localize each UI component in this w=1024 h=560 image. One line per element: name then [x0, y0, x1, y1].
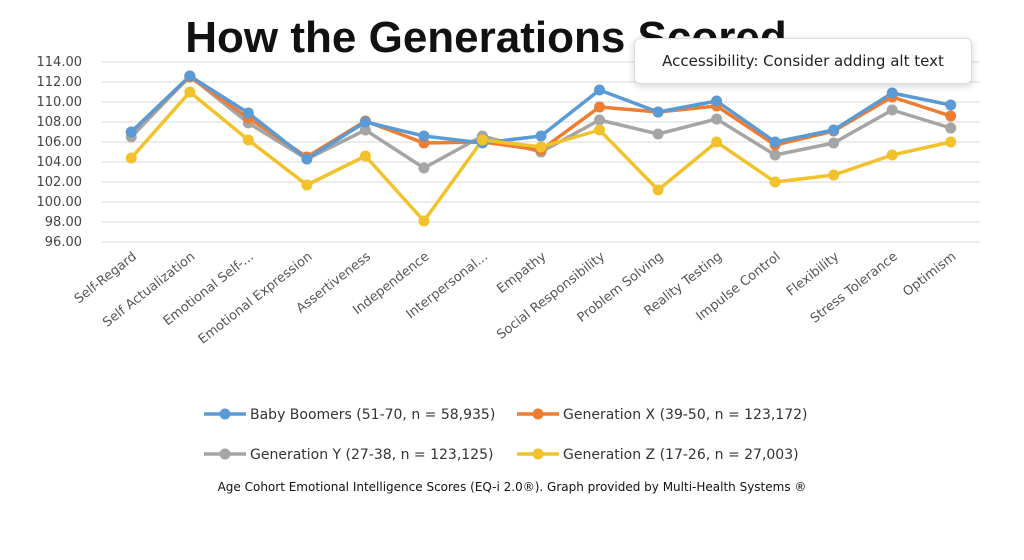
data-point	[535, 130, 547, 142]
data-point	[711, 95, 723, 107]
legend-swatch-marker	[219, 448, 231, 460]
y-tick-label: 110.00	[37, 95, 83, 110]
y-tick-label: 112.00	[37, 75, 83, 90]
data-point	[301, 153, 313, 165]
data-point	[652, 128, 664, 140]
y-tick-label: 104.00	[37, 155, 83, 170]
data-point	[769, 149, 781, 161]
legend-label: Baby Boomers (51-70, n = 58,935)	[250, 407, 495, 423]
x-tick-label: Flexibility	[784, 249, 842, 299]
data-point	[828, 137, 840, 149]
y-tick-label: 98.00	[45, 215, 82, 230]
x-tick-label: Optimism	[900, 249, 959, 300]
legend-label: Generation X (39-50, n = 123,172)	[563, 407, 808, 423]
legend-swatch-marker	[532, 408, 544, 420]
data-point	[886, 104, 898, 116]
data-point	[594, 101, 606, 113]
data-point	[945, 99, 957, 111]
y-tick-label: 102.00	[37, 175, 83, 190]
data-point	[769, 136, 781, 148]
x-tick-label: Social Responsibility	[494, 249, 608, 343]
data-point	[886, 149, 898, 161]
data-point	[594, 124, 606, 136]
data-point	[359, 124, 371, 136]
data-point	[828, 124, 840, 136]
x-tick-label: Emotional Expression	[196, 249, 316, 347]
data-point	[945, 110, 957, 122]
data-point	[242, 107, 254, 119]
legend-item: Baby Boomers (51-70, n = 58,935)	[204, 407, 495, 423]
data-point	[125, 126, 137, 138]
data-point	[184, 86, 196, 98]
data-point	[711, 113, 723, 125]
data-point	[184, 70, 196, 82]
data-point	[359, 150, 371, 162]
data-point	[886, 87, 898, 99]
legend-item: Generation Y (27-38, n = 123,125)	[204, 447, 493, 463]
y-tick-label: 106.00	[37, 135, 83, 150]
legend-swatch-marker	[532, 448, 544, 460]
data-point	[242, 134, 254, 146]
data-point	[125, 152, 137, 164]
data-point	[359, 116, 371, 128]
tooltip-text: Accessibility: Consider adding alt text	[662, 52, 944, 70]
chart-caption: Age Cohort Emotional Intelligence Scores…	[218, 480, 807, 494]
data-point	[418, 130, 430, 142]
legend-item: Generation Z (17-26, n = 27,003)	[517, 447, 799, 463]
data-point	[594, 114, 606, 126]
data-point	[652, 184, 664, 196]
legend-swatch-marker	[219, 408, 231, 420]
data-point	[652, 106, 664, 118]
legend-label: Generation Y (27-38, n = 123,125)	[250, 447, 493, 463]
data-point	[769, 176, 781, 188]
data-point	[476, 134, 488, 146]
data-point	[945, 122, 957, 134]
y-tick-label: 108.00	[37, 115, 83, 130]
data-point	[711, 136, 723, 148]
x-tick-label: Empathy	[494, 249, 549, 297]
legend-item: Generation X (39-50, n = 123,172)	[517, 407, 808, 423]
data-point	[418, 215, 430, 227]
data-point	[535, 141, 547, 153]
data-point	[828, 169, 840, 181]
data-point	[418, 162, 430, 174]
data-point	[301, 179, 313, 191]
y-tick-label: 100.00	[37, 195, 83, 210]
data-point	[594, 84, 606, 96]
y-tick-label: 96.00	[45, 235, 82, 250]
y-tick-label: 114.00	[37, 55, 83, 70]
accessibility-tooltip[interactable]: Accessibility: Consider adding alt text	[634, 38, 972, 84]
legend-label: Generation Z (17-26, n = 27,003)	[563, 447, 799, 463]
data-point	[945, 136, 957, 148]
